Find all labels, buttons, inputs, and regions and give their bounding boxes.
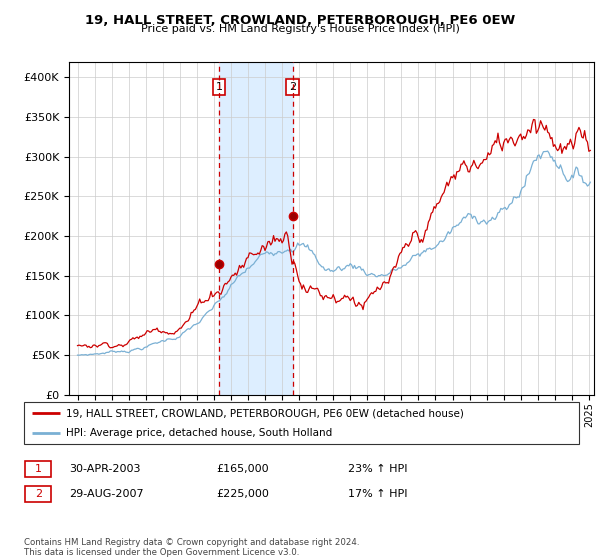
Text: 30-APR-2003: 30-APR-2003 xyxy=(69,464,140,474)
Text: 29-AUG-2007: 29-AUG-2007 xyxy=(69,489,143,499)
Bar xyxy=(219,62,293,395)
Text: 1: 1 xyxy=(35,464,42,474)
Text: Price paid vs. HM Land Registry's House Price Index (HPI): Price paid vs. HM Land Registry's House … xyxy=(140,24,460,34)
Text: 23% ↑ HPI: 23% ↑ HPI xyxy=(348,464,407,474)
FancyBboxPatch shape xyxy=(25,461,52,477)
Text: 17% ↑ HPI: 17% ↑ HPI xyxy=(348,489,407,499)
FancyBboxPatch shape xyxy=(25,486,52,502)
Text: Contains HM Land Registry data © Crown copyright and database right 2024.
This d: Contains HM Land Registry data © Crown c… xyxy=(24,538,359,557)
Text: £165,000: £165,000 xyxy=(216,464,269,474)
Text: 2: 2 xyxy=(289,82,296,92)
FancyBboxPatch shape xyxy=(24,402,579,444)
Text: 1: 1 xyxy=(215,82,223,92)
Text: HPI: Average price, detached house, South Holland: HPI: Average price, detached house, Sout… xyxy=(65,428,332,438)
Text: 2: 2 xyxy=(35,489,42,499)
Text: 19, HALL STREET, CROWLAND, PETERBOROUGH, PE6 0EW (detached house): 19, HALL STREET, CROWLAND, PETERBOROUGH,… xyxy=(65,408,464,418)
Text: 19, HALL STREET, CROWLAND, PETERBOROUGH, PE6 0EW: 19, HALL STREET, CROWLAND, PETERBOROUGH,… xyxy=(85,14,515,27)
Text: £225,000: £225,000 xyxy=(216,489,269,499)
